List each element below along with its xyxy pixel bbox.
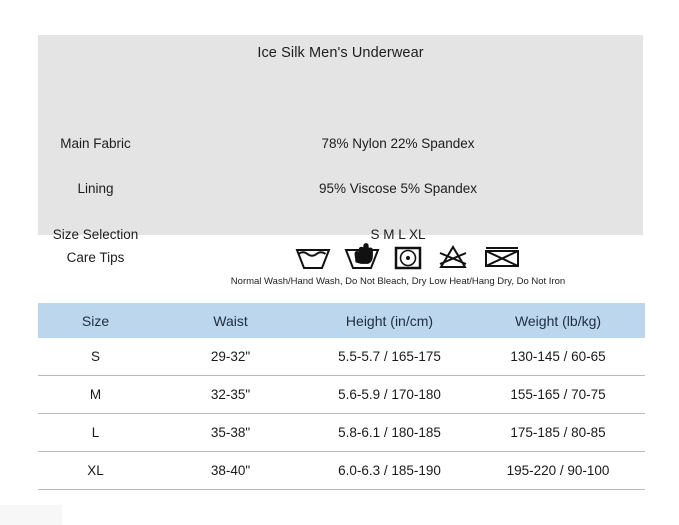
spec-value-size-selection: S M L XL [370,227,426,242]
spec-value-main-fabric: 78% Nylon 22% Spandex [321,136,475,151]
cell-size: S [38,338,153,376]
spec-value-lining: 95% Viscose 5% Spandex [318,181,478,196]
column-header-weight: Weight (lb/kg) [471,303,645,338]
column-header-height: Height (in/cm) [308,303,471,338]
cell-weight: 130-145 / 60-65 [471,338,645,376]
cell-weight: 155-165 / 70-75 [471,375,645,414]
cell-waist: 38-40" [153,451,308,490]
cell-height: 5.6-5.9 / 170-180 [308,375,471,414]
cell-size: L [38,413,153,452]
dry-low-heat-icon [434,242,472,272]
normal-wash-icon [293,242,333,272]
cell-weight: 195-220 / 90-100 [471,451,645,490]
cell-size: M [38,375,153,414]
column-header-size: Size [38,303,153,338]
column-header-waist: Waist [153,303,308,338]
care-symbols-group [293,238,523,276]
cell-height: 5.5-5.7 / 165-175 [308,338,471,376]
hand-wash-icon [342,242,382,272]
care-tips-block: Care Tips [38,238,643,298]
spec-row-size-selection: Size Selection S M L XL [38,224,643,246]
bottom-left-artifact [0,505,62,525]
table-row: XL 38-40" 6.0-6.3 / 185-190 195-220 / 90… [38,451,645,490]
spec-row-lining: Lining 95% Viscose 5% Spandex [38,178,643,200]
care-instructions-caption: Normal Wash/Hand Wash, Do Not Bleach, Dr… [230,276,566,287]
cell-height: 6.0-6.3 / 185-190 [308,451,471,490]
cell-waist: 29-32" [153,338,308,376]
cell-height: 5.8-6.1 / 180-185 [308,413,471,452]
care-tips-label: Care Tips [66,250,125,265]
specification-panel: Ice Silk Men's Underwear Main Fabric 78%… [38,35,643,242]
product-title: Ice Silk Men's Underwear [257,45,424,61]
spec-label-lining: Lining [77,181,114,196]
table-row: S 29-32" 5.5-5.7 / 165-175 130-145 / 60-… [38,338,645,376]
spec-label-size-selection: Size Selection [52,227,139,242]
spec-label-main-fabric: Main Fabric [60,136,131,151]
cell-weight: 175-185 / 80-85 [471,413,645,452]
cell-waist: 35-38" [153,413,308,452]
spec-row-main-fabric: Main Fabric 78% Nylon 22% Spandex [38,133,643,155]
do-not-bleach-icon [391,242,425,272]
cell-size: XL [38,451,153,490]
size-chart-header-row: Size Waist Height (in/cm) Weight (lb/kg) [38,303,645,338]
table-row: M 32-35" 5.6-5.9 / 170-180 155-165 / 70-… [38,375,645,414]
do-not-iron-icon [481,242,523,272]
cell-waist: 32-35" [153,375,308,414]
table-row: L 35-38" 5.8-6.1 / 180-185 175-185 / 80-… [38,413,645,452]
size-chart: Size Waist Height (in/cm) Weight (lb/kg)… [38,303,645,490]
